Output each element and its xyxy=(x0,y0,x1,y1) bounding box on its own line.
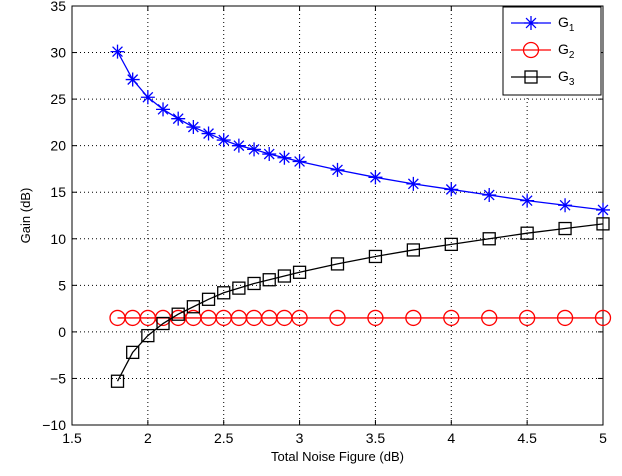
x-tick-label: 3 xyxy=(296,430,304,446)
data-point xyxy=(292,154,307,169)
x-tick-label: 4.5 xyxy=(517,430,537,446)
data-point xyxy=(277,150,292,165)
data-point xyxy=(110,374,125,388)
data-point xyxy=(262,147,277,162)
data-point xyxy=(126,345,140,360)
y-tick-label: 25 xyxy=(50,91,66,107)
data-point xyxy=(262,273,276,287)
x-tick-label: 2.5 xyxy=(214,430,234,446)
y-axis-label: Gain (dB) xyxy=(18,188,33,244)
data-point xyxy=(406,243,421,257)
y-tick-label: 30 xyxy=(50,45,66,61)
data-point xyxy=(141,328,155,343)
data-point xyxy=(520,193,535,208)
legend-marker xyxy=(524,16,538,30)
data-point xyxy=(596,202,610,217)
legend-box xyxy=(502,6,602,96)
data-point xyxy=(406,176,421,191)
data-point xyxy=(482,188,497,203)
x-axis-label: Total Noise Figure (dB) xyxy=(271,449,404,464)
data-point xyxy=(443,309,460,327)
series-line xyxy=(116,223,604,382)
series-g3 xyxy=(110,217,610,388)
data-point xyxy=(156,102,171,117)
data-point xyxy=(125,72,140,87)
data-point xyxy=(216,133,231,148)
data-point xyxy=(368,170,383,185)
data-point xyxy=(367,309,384,327)
data-point xyxy=(291,309,308,327)
data-point xyxy=(277,269,292,283)
data-point xyxy=(292,265,307,279)
data-point xyxy=(217,286,231,300)
data-point xyxy=(558,221,572,236)
data-point xyxy=(186,120,201,135)
data-point xyxy=(186,300,201,314)
legend-marker xyxy=(524,70,538,84)
y-tick-label: 10 xyxy=(50,231,66,247)
data-point xyxy=(201,126,216,141)
legend-subscript: 2 xyxy=(569,50,575,61)
x-tick-label: 2 xyxy=(144,430,152,446)
data-point xyxy=(140,90,155,105)
data-point xyxy=(171,307,185,321)
y-tick-label: −10 xyxy=(42,417,66,433)
data-point xyxy=(558,198,573,213)
legend-marker xyxy=(522,41,540,59)
y-tick-label: 15 xyxy=(50,184,66,200)
y-tick-label: 0 xyxy=(58,324,66,340)
y-tick-label: 20 xyxy=(50,138,66,154)
data-point xyxy=(329,309,346,327)
data-point xyxy=(482,232,496,246)
x-tick-label: 1.5 xyxy=(62,430,82,446)
grid xyxy=(72,6,603,425)
data-point xyxy=(330,257,345,271)
data-point xyxy=(368,249,383,264)
series-g1 xyxy=(110,44,610,217)
data-point xyxy=(520,226,534,240)
data-point xyxy=(231,138,246,153)
x-tick-label: 3.5 xyxy=(366,430,386,446)
legend-subscript: 1 xyxy=(569,23,575,34)
y-tick-label: 35 xyxy=(50,0,66,14)
data-point xyxy=(594,309,612,327)
data-point xyxy=(156,316,170,331)
legend-subscript: 3 xyxy=(569,77,575,88)
data-point xyxy=(110,44,125,59)
data-point xyxy=(518,309,536,327)
data-point xyxy=(444,237,458,252)
data-point xyxy=(444,182,459,197)
x-tick-label: 5 xyxy=(599,430,607,446)
data-point xyxy=(405,309,422,327)
data-point xyxy=(171,111,186,126)
data-point xyxy=(247,276,261,291)
y-tick-label: 5 xyxy=(58,277,66,293)
data-point xyxy=(330,162,345,177)
data-point xyxy=(556,309,574,327)
x-tick-label: 4 xyxy=(447,430,455,446)
y-tick-label: −5 xyxy=(50,370,66,386)
data-point xyxy=(232,281,246,295)
data-point xyxy=(481,309,498,327)
data-point xyxy=(596,217,610,231)
ticks: 1.5 2 2.5 3 3.5 4 4.5 5 −10 −5 0 5 10 15 20 25 30 35 xyxy=(42,0,607,446)
data-point xyxy=(201,292,216,306)
data-point xyxy=(247,142,262,157)
